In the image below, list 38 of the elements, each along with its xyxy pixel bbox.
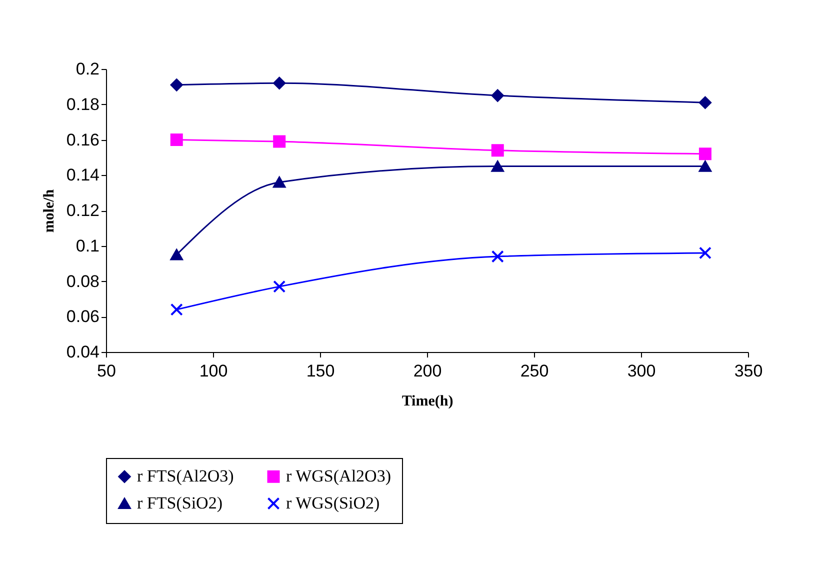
- x-tick-label: 50: [97, 362, 116, 380]
- legend-label: r FTS(Al2O3): [137, 466, 234, 486]
- point: [170, 303, 183, 316]
- legend-label: r WGS(SiO2): [286, 494, 380, 512]
- legend-label: r FTS(SiO2): [137, 494, 222, 512]
- x-tick-label: 300: [627, 362, 656, 380]
- x-tick-label: 200: [413, 362, 442, 380]
- y-tick-label: 0.1: [76, 236, 100, 256]
- point: [698, 246, 712, 260]
- y-tick-label: 0.12: [66, 201, 100, 220]
- x-axis-title: Time(h): [402, 394, 454, 410]
- y-tick-label: 0.18: [66, 94, 100, 114]
- point: [491, 160, 504, 172]
- x-tick-label: 350: [734, 362, 763, 380]
- y-tick-label: 0.04: [66, 342, 100, 362]
- x-tick-label: 250: [520, 362, 549, 380]
- y-tick-label: 0.2: [76, 60, 100, 78]
- x-tick-label: 150: [306, 362, 335, 380]
- legend-label: r WGS(Al2O3): [286, 466, 391, 486]
- point: [273, 76, 286, 90]
- point: [698, 96, 712, 109]
- y-tick-label: 0.16: [66, 130, 100, 150]
- point: [273, 176, 286, 188]
- y-tick-label: 0.14: [66, 166, 100, 185]
- x-tick-label: 100: [199, 362, 228, 380]
- y-axis-title: mole/h: [41, 188, 58, 233]
- point: [170, 249, 183, 260]
- point: [170, 78, 183, 92]
- point: [491, 89, 504, 102]
- point: [170, 134, 183, 146]
- point: [698, 160, 712, 172]
- y-tick-label: 0.08: [66, 272, 100, 291]
- point: [273, 280, 286, 293]
- point: [491, 144, 504, 157]
- point: [698, 148, 712, 160]
- point: [491, 250, 504, 263]
- point: [273, 135, 286, 148]
- y-tick-label: 0.06: [66, 307, 100, 326]
